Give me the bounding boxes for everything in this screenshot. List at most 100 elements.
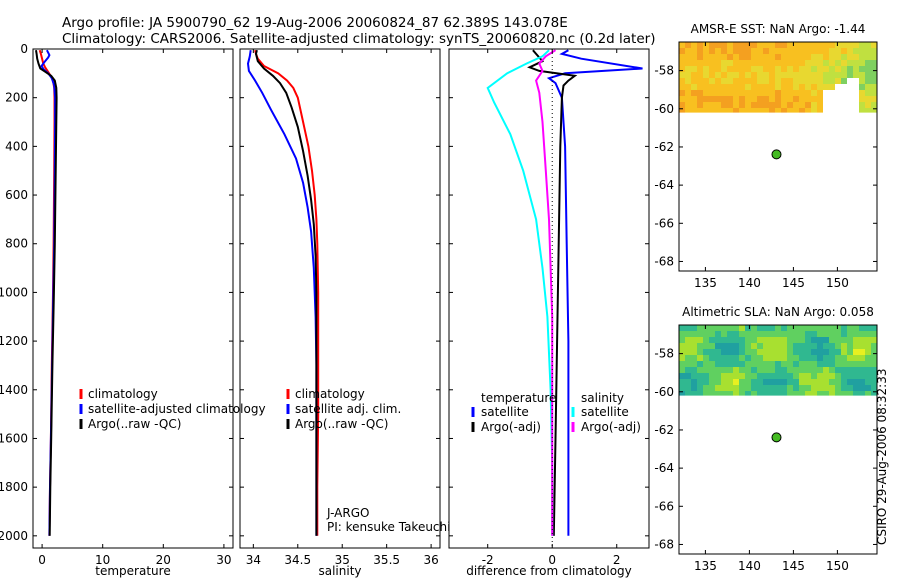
- field-cell: [739, 72, 745, 78]
- field-cell: [751, 379, 757, 385]
- field-cell: [793, 379, 799, 385]
- field-cell: [853, 54, 859, 60]
- field-cell: [709, 391, 715, 396]
- field-cell: [769, 379, 775, 385]
- field-cell: [733, 337, 739, 343]
- field-cell: [787, 78, 793, 84]
- field-cell: [751, 84, 757, 90]
- field-cell: [805, 108, 811, 113]
- field-cell: [745, 90, 751, 96]
- field-cell: [859, 349, 865, 355]
- field-cell: [865, 367, 871, 373]
- field-cell: [853, 343, 859, 349]
- field-cell: [829, 391, 835, 396]
- field-cell: [721, 373, 727, 379]
- field-cell: [709, 60, 715, 66]
- field-cell: [709, 66, 715, 72]
- field-cell: [847, 331, 853, 337]
- field-cell: [871, 54, 877, 60]
- field-cell: [787, 48, 793, 54]
- field-cell: [703, 343, 709, 349]
- field-cell: [781, 102, 787, 108]
- field-cell: [721, 102, 727, 108]
- field-cell: [835, 343, 841, 349]
- legend-label: satellite: [481, 405, 529, 419]
- legend-heading: temperature: [481, 391, 556, 405]
- field-cell: [757, 78, 763, 84]
- field-cell: [739, 54, 745, 60]
- y-tick-label: -62: [654, 423, 674, 437]
- field-cell: [685, 391, 691, 396]
- field-cell: [775, 60, 781, 66]
- field-cell: [835, 78, 841, 84]
- field-cell: [715, 54, 721, 60]
- field-cell: [805, 72, 811, 78]
- field-cell: [721, 66, 727, 72]
- field-cell: [823, 54, 829, 60]
- x-axis-label: difference from climatology: [466, 564, 632, 578]
- field-cell: [727, 72, 733, 78]
- field-cell: [811, 84, 817, 90]
- field-cell: [685, 54, 691, 60]
- field-cell: [799, 84, 805, 90]
- field-cell: [787, 325, 793, 331]
- field-cell: [739, 108, 745, 113]
- y-tick-label: -66: [654, 216, 674, 230]
- field-cell: [829, 72, 835, 78]
- field-cell: [715, 78, 721, 84]
- field-cell: [745, 48, 751, 54]
- field-cell: [739, 331, 745, 337]
- field-cell: [727, 84, 733, 90]
- field-cell: [805, 337, 811, 343]
- annotation-text: J-ARGO: [326, 506, 369, 520]
- field-cell: [697, 54, 703, 60]
- field-cell: [817, 42, 823, 48]
- field-cell: [775, 331, 781, 337]
- field-cell: [841, 373, 847, 379]
- field-cell: [727, 391, 733, 396]
- field-cell: [817, 373, 823, 379]
- field-cell: [799, 66, 805, 72]
- field-cell: [871, 42, 877, 48]
- field-cell: [823, 343, 829, 349]
- field-cell: [835, 379, 841, 385]
- field-cell: [721, 361, 727, 367]
- field-cell: [757, 343, 763, 349]
- field-cell: [697, 48, 703, 54]
- field-cell: [853, 367, 859, 373]
- field-cell: [847, 337, 853, 343]
- field-cell: [805, 355, 811, 361]
- series-line-blue: [549, 50, 643, 536]
- field-cell: [805, 349, 811, 355]
- field-cell: [745, 361, 751, 367]
- field-cell: [679, 343, 685, 349]
- field-cell: [823, 361, 829, 367]
- field-cell: [781, 54, 787, 60]
- field-cell: [751, 337, 757, 343]
- field-cell: [745, 385, 751, 391]
- field-cell: [835, 42, 841, 48]
- field-cell: [847, 391, 853, 396]
- field-cell: [745, 331, 751, 337]
- field-cell: [793, 72, 799, 78]
- field-cell: [865, 96, 871, 102]
- field-cell: [763, 84, 769, 90]
- map-panel-1: Altimetric SLA: NaN Argo: 0.058-58-60-62…: [654, 305, 877, 573]
- field-cell: [769, 90, 775, 96]
- map-panel-0: AMSR-E SST: NaN Argo: -1.44-58-60-62-64-…: [654, 22, 877, 290]
- field-cell: [799, 90, 805, 96]
- field-cell: [739, 60, 745, 66]
- field-cell: [757, 54, 763, 60]
- field-cell: [703, 349, 709, 355]
- y-tick-label: -62: [654, 140, 674, 154]
- field-cell: [811, 391, 817, 396]
- field-cell: [775, 72, 781, 78]
- field-cell: [871, 84, 877, 90]
- field-cell: [757, 391, 763, 396]
- field-cell: [697, 102, 703, 108]
- y-tick-label: -58: [654, 64, 674, 78]
- field-cell: [709, 325, 715, 331]
- field-cell: [757, 331, 763, 337]
- header-line-1: Argo profile: JA 5900790_62 19-Aug-2006 …: [62, 15, 568, 31]
- header-line-2: Climatology: CARS2006. Satellite-adjuste…: [62, 31, 655, 47]
